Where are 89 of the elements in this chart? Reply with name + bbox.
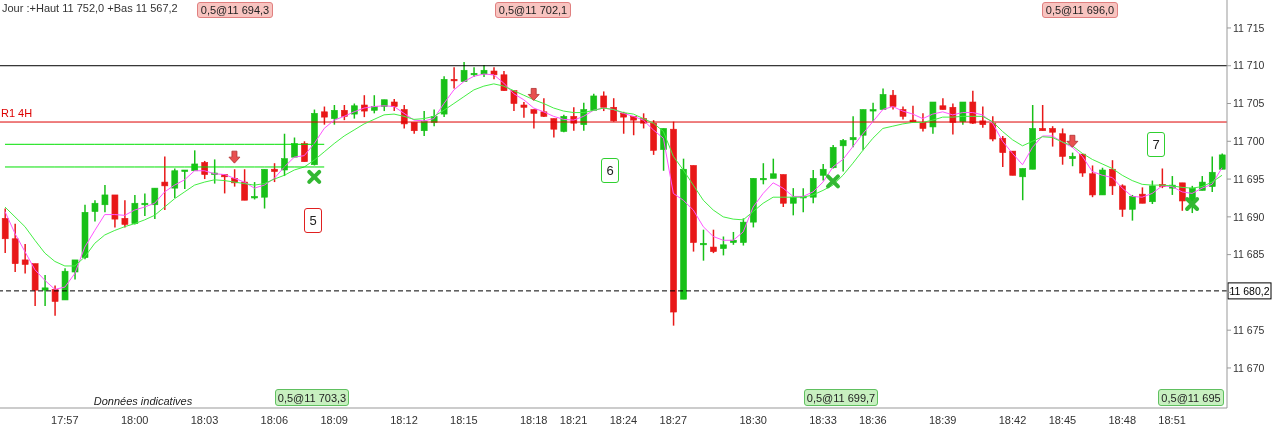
point bbox=[825, 174, 840, 189]
chart-title: Jour :+Haut 11 752,0 +Bas 11 567,2 bbox=[2, 2, 178, 14]
point bbox=[228, 150, 241, 164]
point bbox=[527, 88, 540, 101]
candlestick bbox=[839, 138, 847, 173]
x-tick-label: 18:42 bbox=[998, 413, 1027, 426]
candlestick bbox=[450, 66, 458, 90]
candlestick bbox=[21, 243, 29, 275]
candlestick bbox=[321, 105, 328, 126]
candlestick bbox=[710, 228, 717, 254]
y-tick-label: 11 695 bbox=[1233, 172, 1265, 185]
annotation: 0,5@11 696,0 bbox=[1042, 2, 1118, 18]
candlestick bbox=[141, 192, 149, 217]
candlestick bbox=[600, 90, 608, 112]
candlestick bbox=[520, 101, 528, 119]
candlestick bbox=[999, 135, 1007, 168]
candlestick bbox=[101, 184, 109, 214]
candlestick bbox=[151, 187, 159, 220]
y-tick-label: 11 690 bbox=[1233, 210, 1265, 223]
x-tick-label: 18:45 bbox=[1048, 413, 1077, 426]
annotation: 5 bbox=[304, 208, 322, 233]
candlestick bbox=[161, 155, 169, 211]
candlestick bbox=[1059, 127, 1066, 166]
candlestick bbox=[530, 108, 538, 130]
annotation: 0,5@11 694,3 bbox=[197, 2, 273, 18]
candlestick bbox=[1119, 183, 1126, 218]
candlestick bbox=[700, 228, 707, 262]
ref-line-label: R1 4H bbox=[1, 107, 33, 120]
y-tick-label: 11 715 bbox=[1233, 21, 1265, 34]
y-tick-label: 11 670 bbox=[1233, 361, 1265, 374]
x-tick-label: 18:27 bbox=[659, 413, 688, 426]
candlestick bbox=[91, 199, 99, 223]
candlestick bbox=[1039, 104, 1046, 132]
x-tick-label: 18:51 bbox=[1158, 413, 1186, 426]
candlestick bbox=[1, 207, 9, 254]
annotation: 0,5@11 699,7 bbox=[804, 389, 878, 406]
y-tick-label: 11 705 bbox=[1233, 97, 1265, 110]
x-tick-label: 18:00 bbox=[120, 413, 149, 426]
annotation: 0,5@11 703,3 bbox=[275, 389, 349, 406]
ref-line-label: 11 680,2 bbox=[1229, 284, 1270, 297]
x-tick-label: 18:12 bbox=[390, 413, 418, 426]
candlestick bbox=[989, 115, 997, 143]
x-tick-label: 18:09 bbox=[320, 413, 348, 426]
x-tick-label: 18:21 bbox=[559, 413, 588, 426]
candlestick bbox=[121, 199, 129, 229]
x-tick-label: 18:30 bbox=[739, 413, 767, 426]
annotation: 7 bbox=[1147, 132, 1165, 157]
x-tick-label: 18:33 bbox=[809, 413, 837, 426]
candlestick bbox=[919, 112, 927, 133]
point bbox=[1185, 197, 1200, 211]
annotation: 6 bbox=[601, 158, 619, 183]
x-tick-label: 18:15 bbox=[450, 413, 478, 426]
x-tick-label: 17:57 bbox=[51, 413, 79, 426]
y-tick-label: 11 685 bbox=[1233, 248, 1265, 261]
candlestick bbox=[41, 274, 49, 307]
candlestick bbox=[51, 284, 59, 317]
candlestick bbox=[1019, 167, 1027, 201]
candlestick bbox=[789, 187, 797, 217]
candlestick bbox=[889, 89, 897, 111]
candlestick bbox=[370, 94, 378, 115]
x-tick-label: 18:18 bbox=[519, 413, 548, 426]
x-tick-label: 18:03 bbox=[190, 413, 219, 426]
x-tick-label: 18:36 bbox=[859, 413, 887, 426]
y-tick-label: 11 700 bbox=[1233, 135, 1265, 148]
candlestick bbox=[241, 168, 248, 201]
annotation: 0,5@11 695 bbox=[1158, 389, 1224, 406]
candlestick bbox=[869, 102, 877, 123]
candlestick bbox=[1049, 125, 1056, 148]
x-tick-label: 18:24 bbox=[609, 413, 638, 426]
x-tick-label: 18:06 bbox=[260, 413, 289, 426]
candlestick bbox=[1109, 159, 1116, 196]
y-tick-label: 11 710 bbox=[1233, 59, 1265, 72]
candlestick bbox=[809, 169, 817, 204]
candlestick bbox=[181, 169, 189, 190]
candlestick bbox=[720, 235, 727, 257]
point bbox=[307, 169, 322, 184]
annotation: Données indicatives bbox=[92, 394, 194, 408]
candlestick bbox=[770, 157, 777, 180]
annotation: 0,5@11 702,1 bbox=[495, 2, 571, 18]
candlestick bbox=[1129, 194, 1136, 222]
candlestick bbox=[849, 115, 857, 149]
x-tick-label: 18:39 bbox=[928, 413, 957, 426]
point bbox=[1066, 134, 1079, 148]
x-tick-label: 18:48 bbox=[1108, 413, 1137, 426]
candlestick bbox=[171, 167, 179, 199]
y-tick-label: 11 675 bbox=[1233, 323, 1265, 336]
candlestick bbox=[271, 162, 278, 183]
candlestick bbox=[760, 162, 767, 186]
candlestick bbox=[1089, 164, 1096, 198]
